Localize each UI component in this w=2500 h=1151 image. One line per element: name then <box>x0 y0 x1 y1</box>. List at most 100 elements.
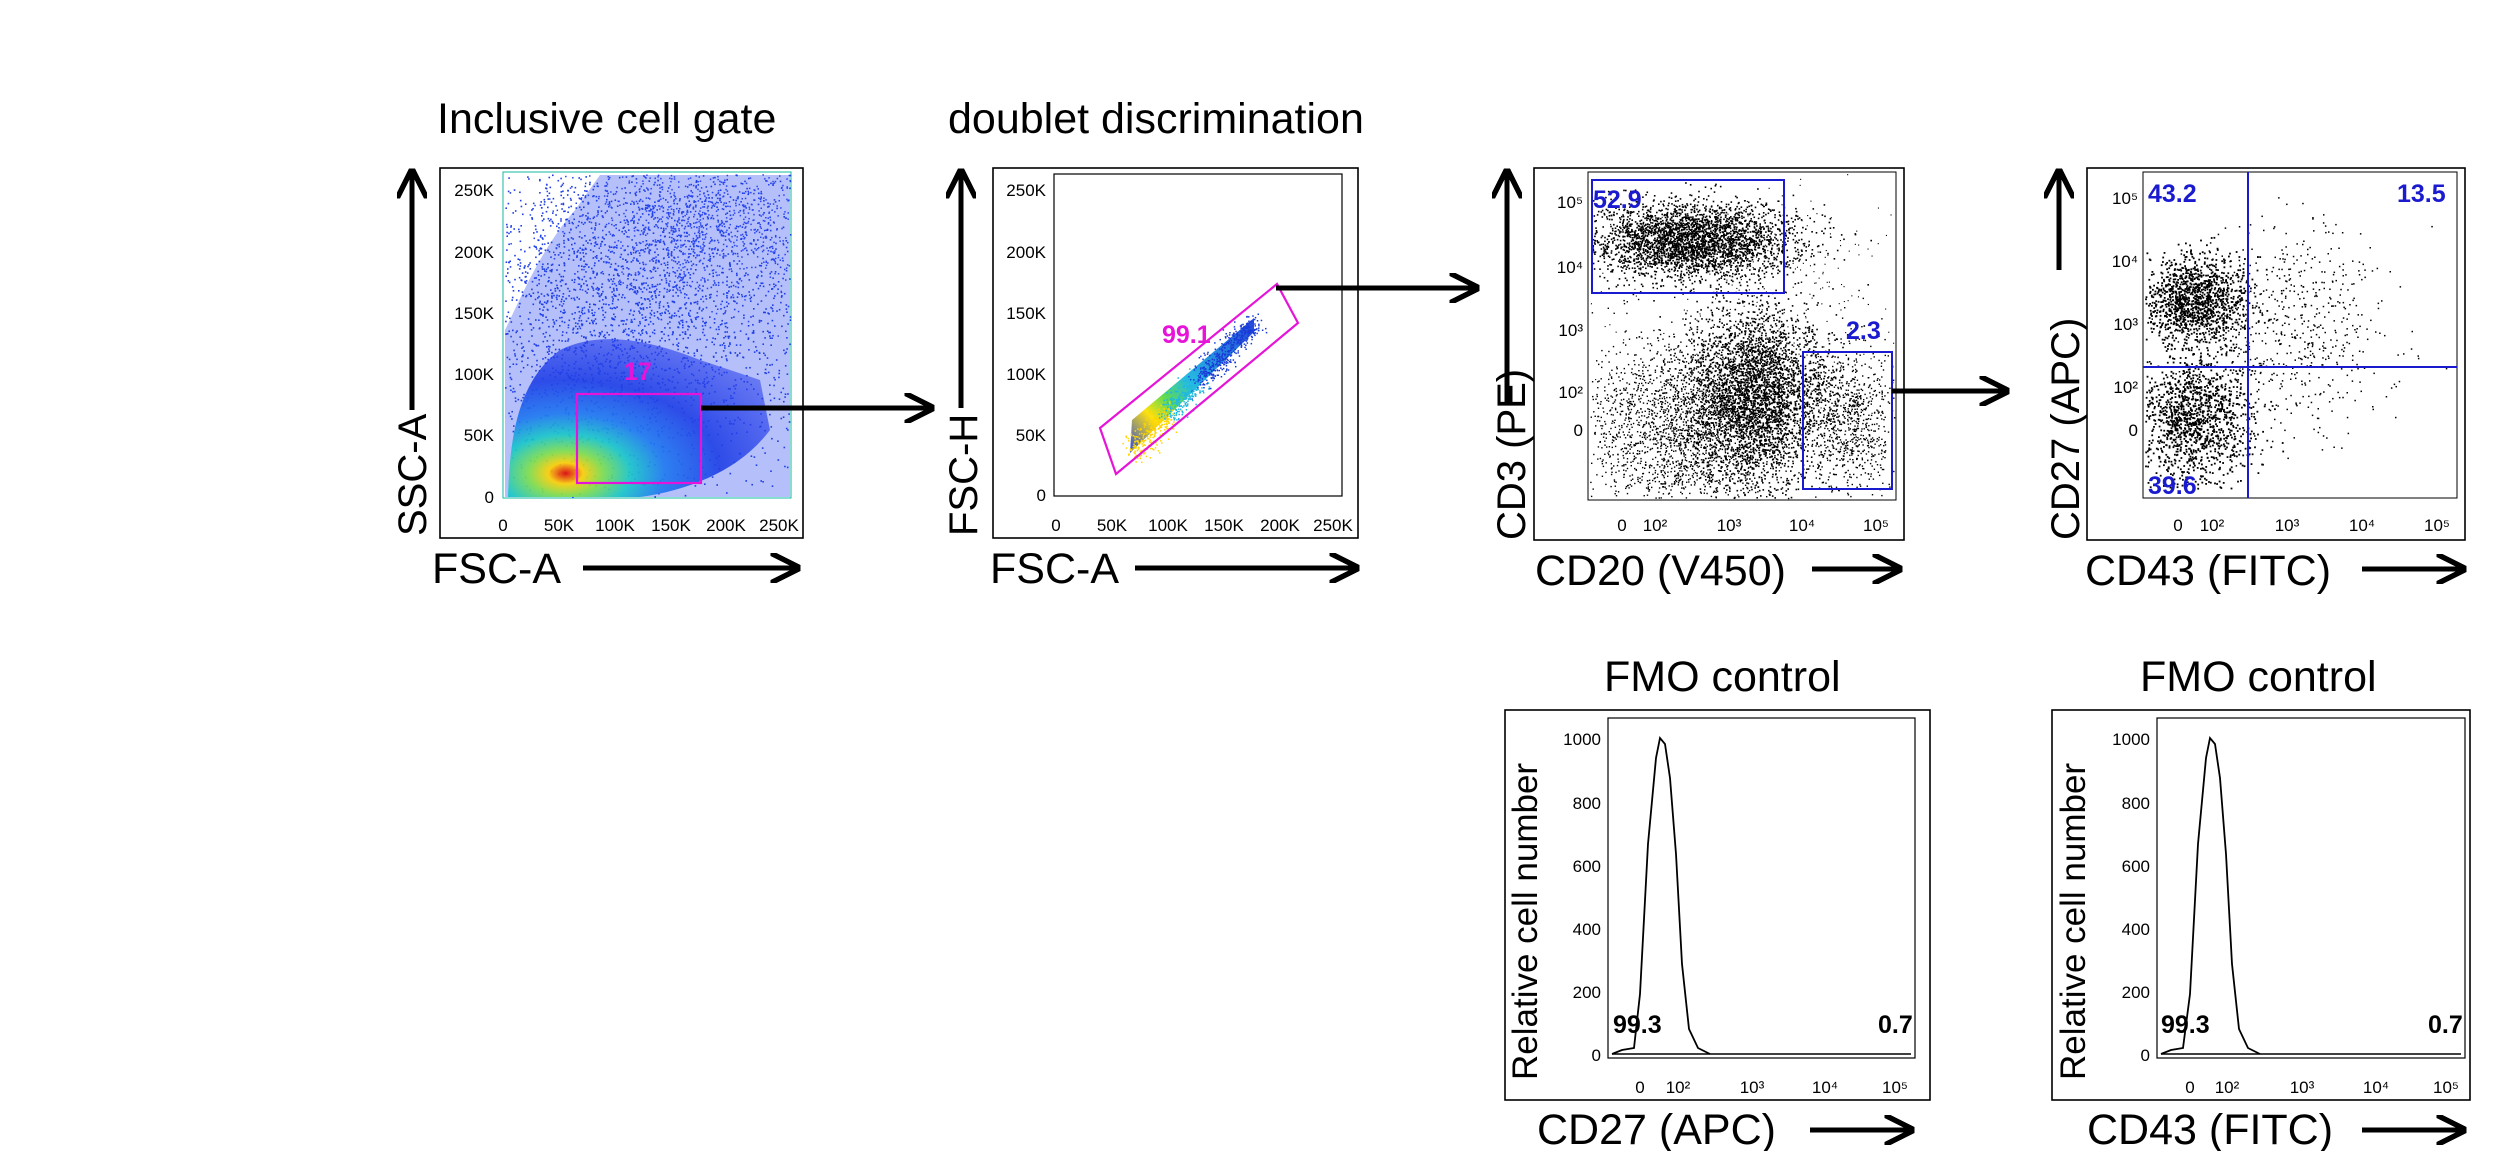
event-dot <box>553 321 555 323</box>
event-dot <box>1205 361 1207 364</box>
event-dot <box>627 273 630 276</box>
event-dot <box>695 206 697 208</box>
event-dot <box>606 190 609 192</box>
event-dot <box>687 337 689 339</box>
event-dot <box>506 356 509 359</box>
event-dot <box>723 223 725 225</box>
event-dot <box>552 305 554 308</box>
event-dot <box>1229 337 1232 340</box>
event-dot <box>707 279 709 281</box>
event-dot <box>742 249 744 251</box>
event-dot <box>1229 332 1231 334</box>
event-dot <box>1216 369 1218 371</box>
event-dot <box>560 203 563 205</box>
event-dot <box>741 322 743 325</box>
event-dot <box>555 205 557 207</box>
event-dot <box>715 328 718 331</box>
event-dot <box>1135 461 1137 463</box>
event-dot <box>647 298 650 300</box>
event-dot <box>785 308 788 310</box>
event-dot <box>1785 235 1787 237</box>
event-dot <box>625 259 627 261</box>
event-dot <box>1169 401 1171 403</box>
event-dot <box>1176 419 1178 421</box>
event-dot <box>758 197 760 199</box>
event-dot <box>571 279 573 281</box>
event-dot <box>761 250 764 253</box>
event-dot <box>607 175 610 178</box>
event-dot <box>672 213 675 215</box>
event-dot <box>1730 250 1733 253</box>
event-dot <box>635 182 638 184</box>
event-dot <box>662 257 665 260</box>
event-dot <box>566 218 568 221</box>
event-dot <box>1234 328 1236 330</box>
event-dot <box>560 185 562 188</box>
event-dot <box>633 278 635 281</box>
event-dot <box>1228 353 1231 356</box>
event-dot <box>598 295 601 297</box>
event-dot <box>574 273 576 275</box>
event-dot <box>709 240 712 243</box>
event-dot <box>634 192 637 195</box>
event-dot <box>545 270 548 273</box>
event-dot <box>610 206 612 208</box>
event-dot <box>726 212 729 214</box>
event-dot <box>668 312 671 315</box>
event-dot <box>561 279 564 282</box>
event-dot <box>739 267 741 270</box>
event-dot <box>1628 284 1630 286</box>
event-dot <box>705 197 708 199</box>
event-dot <box>1182 386 1184 388</box>
event-dot <box>583 306 586 309</box>
event-dot <box>1143 426 1146 428</box>
event-dot <box>538 249 540 252</box>
event-dot <box>1158 417 1161 419</box>
event-dot <box>1212 363 1215 365</box>
event-dot <box>1171 397 1173 399</box>
event-dot <box>570 297 573 300</box>
event-dot <box>702 206 704 208</box>
event-dot <box>594 237 597 240</box>
event-dot <box>621 319 624 322</box>
event-dot <box>533 343 536 345</box>
event-dot <box>1134 441 1136 443</box>
event-dot <box>737 196 739 198</box>
event-dot <box>1211 364 1213 367</box>
event-dot <box>1216 374 1219 376</box>
event-dot <box>1172 399 1174 401</box>
event-dot <box>760 300 763 302</box>
event-dot <box>630 284 633 287</box>
event-dot <box>603 238 605 240</box>
event-dot <box>684 259 686 261</box>
event-dot <box>559 280 562 283</box>
event-dot <box>1640 262 1642 264</box>
event-dot <box>676 239 679 242</box>
event-dot <box>1232 346 1234 348</box>
event-dot <box>1151 433 1154 436</box>
event-dot <box>556 284 558 287</box>
event-dot <box>783 194 785 196</box>
event-dot <box>646 298 649 300</box>
event-dot <box>645 204 647 207</box>
event-dot <box>711 248 713 250</box>
event-dot <box>685 202 687 205</box>
event-dot <box>648 300 651 302</box>
event-dot <box>784 268 786 271</box>
event-dot <box>769 246 771 249</box>
event-dot <box>551 263 554 266</box>
event-dot <box>618 283 620 285</box>
event-dot <box>684 185 687 188</box>
event-dot <box>581 324 583 327</box>
event-dot <box>505 387 507 389</box>
event-dot <box>649 249 652 252</box>
event-dot <box>653 312 656 314</box>
event-dot <box>561 320 563 323</box>
event-dot <box>648 287 651 289</box>
event-dot <box>658 199 660 201</box>
event-dot <box>655 296 657 299</box>
event-dot <box>644 244 647 247</box>
event-dot <box>1175 403 1178 405</box>
event-dot <box>775 257 777 260</box>
event-dot <box>625 176 628 178</box>
